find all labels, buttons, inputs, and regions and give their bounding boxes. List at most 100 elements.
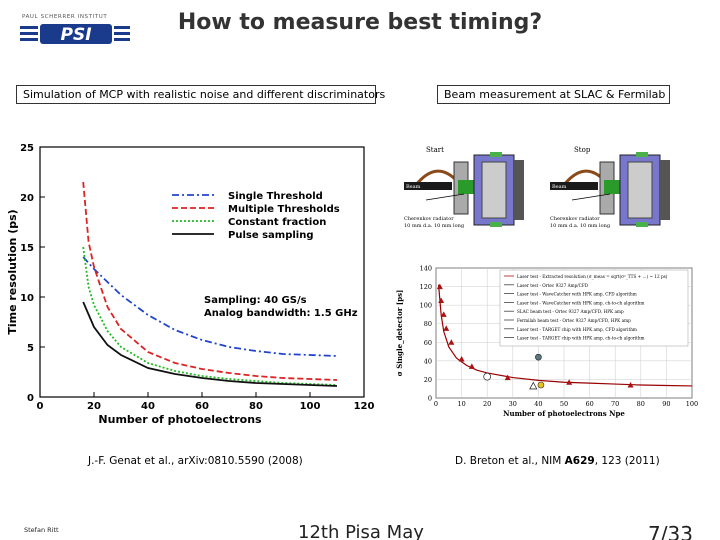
x-axis-label: Number of photoelectrons Npe [503,409,625,418]
data-point [468,363,475,369]
y-tick-label: 80 [424,320,432,328]
page-title: How to measure best timing? [177,10,543,35]
y-tick-label: 10 [20,293,34,304]
y-tick-label: 25 [20,143,34,154]
data-point [627,382,634,388]
x-tick-label: 40 [534,400,542,408]
legend-label: Laser test - Extracted resolution (σ_mea… [517,274,668,279]
legend-label: Single Threshold [228,191,323,202]
logo-mark-text: PSI [60,25,91,45]
x-tick-label: 100 [686,400,698,408]
legend-box [499,269,689,347]
y-tick-label: 5 [27,343,34,354]
beam-label-stop: Beam [552,184,567,190]
left-reference: J.-F. Genat et al., arXiv:0810.5590 (200… [88,455,303,467]
stop-setup: Stop Beam Cherenkov radiator 10 mm d.a. … [550,146,670,229]
x-tick-label: 120 [354,401,375,412]
legend-label: Multiple Thresholds [228,204,340,215]
y-axis-label: Time resolution (ps) [6,209,19,334]
legend-label: Laser test - TARGET chip with HPK amp, C… [517,327,637,332]
y-tick-label: 140 [420,265,432,273]
legend-label: Laser test - WaveCatcher with HPK amp, c… [517,300,644,305]
legend-label: Laser test - Ortec 9327 Amp/CFD [517,283,589,288]
legend-label: SLAC beam test - Ortec 9327 Amp/CFD, HPK… [517,309,624,314]
right-reference: D. Breton et al., NIM A629, 123 (2011) [455,455,660,467]
x-tick-label: 50 [560,400,568,408]
data-point [537,381,545,389]
y-tick-label: 60 [424,339,432,347]
x-tick-label: 80 [637,400,645,408]
data-point [504,374,511,381]
simulation-chart-series [82,181,338,387]
annotation-line: Sampling: 40 GS/s [204,295,307,306]
beam-measurement-chart: 0 20 40 60 80 100 120 140 0 10 20 30 40 50 60 70 80 90 100… [395,265,698,419]
legend-label: Pulse sampling [228,230,314,241]
radiator-text-stop-2: 10 mm d.a. 10 mm long [550,223,611,229]
series-line [82,246,338,386]
psi-logo-icon: PSI [20,24,130,45]
data-point [448,339,455,345]
x-tick-label: 10 [457,400,465,408]
simulation-chart-axes: 0 20 40 60 80 100 120 0 5 10 15 20 25 Number of photo… [6,143,374,426]
footer-center: 12th Pisa May [298,522,424,540]
legend-label: Laser test - WaveCatcher with HPK amp, C… [517,292,637,297]
start-label: Start [426,146,444,154]
fit-curve [437,284,693,387]
series-line [82,301,338,387]
radiator-text-start-1: Cherenkov radiator [404,216,454,222]
data-point [483,372,492,381]
y-tick-label: 0 [27,393,34,404]
start-setup: Start Beam Cherenkov radiator 10 mm d.a.… [404,146,524,229]
right-reference-suffix: , 123 (2011) [594,455,660,467]
stop-label: Stop [574,146,591,154]
x-tick-label: 20 [87,401,101,412]
right-reference-volume: A629 [564,455,595,467]
y-tick-label: 20 [20,193,34,204]
x-tick-label: 60 [585,400,593,408]
legend-label: Fermilab beam test - Ortec 9327 Amp/CFD,… [517,318,631,323]
beam-chart-legend: Laser test - Extracted resolution (σ_mea… [499,269,689,347]
simulation-chart: 0 20 40 60 80 100 120 0 5 10 15 20 25 Number of photo… [6,143,374,426]
annotation-line: Analog bandwidth: 1.5 GHz [204,308,358,319]
right-panel-label: Beam measurement at SLAC & Fermilab [437,85,670,104]
beam-chart-series [436,283,693,390]
x-axis-label: Number of photoelectrons [98,413,262,426]
data-point [529,381,538,390]
beam-label-start: Beam [406,184,421,190]
plot-frame [39,146,365,398]
data-point [535,353,542,361]
data-point [438,297,445,303]
radiator-text-stop-1: Cherenkov radiator [550,216,600,222]
left-panel-label: Simulation of MCP with realistic noise a… [16,85,385,104]
x-tick-label: 70 [611,400,619,408]
simulation-chart-legend: Single Threshold Multiple Thresholds Const… [172,191,340,241]
x-tick-label: 0 [434,400,438,408]
y-tick-label: 100 [420,302,432,310]
y-tick-label: 15 [20,243,34,254]
y-tick-label: 120 [420,283,432,291]
beam-setup-diagram: Start Beam Cherenkov radiator 10 mm d.a.… [404,146,670,229]
x-tick-label: 100 [300,401,321,412]
x-tick-label: 20 [483,400,491,408]
x-tick-label: 0 [37,401,44,412]
data-point [443,325,450,331]
radiator-text-start-2: 10 mm d.a. 10 mm long [404,223,465,229]
series-line [82,181,338,381]
series-line [82,256,338,357]
right-reference-prefix: D. Breton et al., NIM [455,455,565,467]
data-point [566,379,573,385]
legend-label: Laser test - TARGET chip with HPK amp, c… [517,336,645,341]
x-tick-label: 90 [662,400,670,408]
data-point [436,283,443,290]
y-axis-label: σ Single_detector [ps] [395,290,404,377]
simulation-chart-annotation: Sampling: 40 GS/s Analog bandwidth: 1.5 G… [204,295,358,319]
y-tick-label: 0 [428,395,432,403]
x-tick-label: 60 [195,401,209,412]
y-tick-label: 40 [424,357,432,365]
x-tick-label: 40 [141,401,155,412]
page-number: 7/33 [648,522,693,540]
psi-logo: PAUL SCHERRER INSTITUT PSI [20,14,132,46]
data-point [458,356,465,362]
x-tick-label: 30 [509,400,517,408]
x-tick-label: 80 [249,401,263,412]
